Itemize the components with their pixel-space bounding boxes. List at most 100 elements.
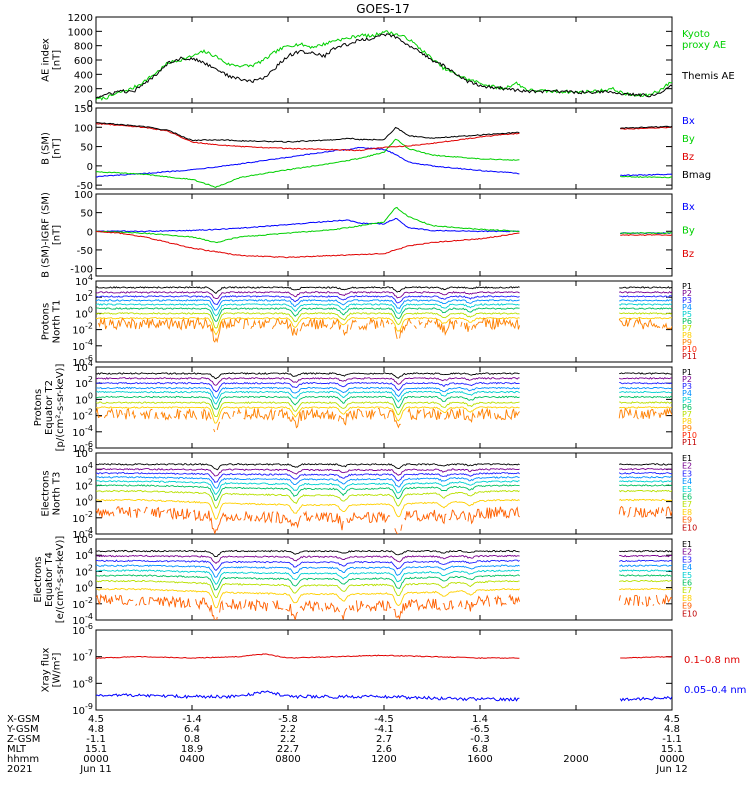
legend-entry: E7 [682,586,692,595]
ephemeris-value: Jun 12 [655,764,688,775]
channel-line-e4 [96,475,672,489]
y-tick-label: 106 [75,531,93,546]
legend-entry: 0.1–0.8 nm [684,655,740,666]
y-tick-label: 10-2 [72,322,93,337]
ephemeris-row-label: Y-GSM [6,724,39,735]
y-tick-label: 102 [75,289,93,304]
legend-entry: E3 [682,469,692,478]
legend-entry: Bmag [682,170,711,181]
legend-entry: P11 [682,352,697,361]
ephemeris-value: 4.8 [88,724,104,735]
y-tick-label: 10-4 [72,526,93,541]
legend-entry: Themis AE [681,71,735,82]
legend-entry: P9 [682,424,692,433]
y-tick-label: 0 [87,227,93,238]
legend-entry: P4 [682,389,692,398]
ephemeris-value: 15.1 [85,744,107,755]
plot-area [96,30,672,101]
y-tick-label: 10-2 [72,408,93,423]
legend-entry: E2 [682,462,692,471]
ephemeris-value: 15.1 [661,744,683,755]
series-line-bz [96,230,672,259]
legend-entry: E10 [682,523,697,532]
channel-line-p6 [96,395,672,410]
y-tick-label: 10-4 [72,338,93,353]
ephemeris-value: -6.5 [470,724,490,735]
legend-entry: E1 [682,540,692,549]
ephemeris-value: 2000 [563,754,588,765]
plot-area [96,549,672,620]
legend-entry: E2 [682,548,692,557]
legend-entry: E1 [682,454,692,463]
channel-line-e6 [96,484,672,502]
legend-entry: P10 [682,431,697,440]
legend-entry: P6 [682,317,692,326]
channel-line-p8 [96,316,672,336]
legend-entry: P10 [682,345,697,354]
panel-ae: 0 200 400 600 800 1000 1200 AE index [nT] Kyotopr… [41,13,735,110]
legend-entry: E5 [682,571,692,580]
ephemeris-value: 1600 [467,754,492,765]
ephemeris-value: -1.4 [182,714,202,725]
x-axis-ephemeris-table: X-GSM 4.5 -1.4 -5.8 -4.5 1.4 4.5 Y-GSM 4.8 6.4 2.2… [6,714,688,775]
y-tick-label: 200 [74,85,93,96]
ephemeris-value: 22.7 [277,744,299,755]
channel-line-p1 [96,372,672,380]
y-tick-label: 10-4 [72,424,93,439]
plot-area [96,122,672,188]
series-line-by [96,138,672,188]
legend-entry: P1 [682,368,692,377]
y-tick-label: 104 [75,547,93,562]
ephemeris-value: 4.5 [88,714,104,725]
ephemeris-value: 2.2 [280,724,296,735]
y-tick-label: -50 [77,246,93,257]
y-axis-label: North T1 [52,300,63,344]
legend-entry: Bx [682,202,695,213]
channel-line-p8 [96,406,672,424]
y-tick-label: 600 [74,56,93,67]
series-line-bx [96,217,672,235]
ephemeris-value: -5.8 [278,714,298,725]
legend-entry: Bz [682,152,694,163]
legend-entry: E3 [682,555,692,564]
legend-entry: E8 [682,508,692,517]
channel-line-p1 [96,286,672,295]
legend-entry: P7 [682,410,692,419]
channel-line-e6 [96,574,672,591]
y-axis-label: [W/m²] [52,652,63,687]
y-tick-label: 106 [75,445,93,460]
series-line-kyoto-proxy-ae [96,30,672,101]
legend-entry: P11 [682,438,697,447]
y-tick-label: 104 [75,359,93,374]
ephemeris-row-label: hhmm [7,754,39,765]
y-tick-label: 0 [87,162,93,173]
y-axis-label: Protons [33,389,44,426]
y-tick-label: 10-4 [72,612,93,627]
legend-entry: P2 [682,289,692,298]
panel-xray: 10-6 10-7 10-8 10-9 Xray flux [W/m²] 0.1–0.8 n… [41,622,747,717]
ephemeris-value: -4.1 [374,724,394,735]
legend-entry: P3 [682,382,692,391]
series-line-by [96,206,672,244]
y-tick-label: 800 [74,42,93,53]
channel-line-e4 [96,564,672,578]
ephemeris-value: 0.8 [184,734,200,745]
ephemeris-value: 0400 [179,754,204,765]
y-axis-label: Electrons [41,470,52,516]
channel-line-e9 [96,593,672,620]
y-tick-label: 10-2 [72,510,93,525]
ephemeris-row-label: 2021 [7,764,32,775]
y-tick-label: 1000 [68,27,93,38]
y-axis-label: B (SM) [41,132,52,165]
y-tick-label: 10-6 [72,440,93,455]
legend-entry: E7 [682,500,692,509]
y-axis-label: Equator T4 [44,552,55,607]
y-axis-label: Xray flux [41,648,52,693]
legend-entry: P8 [682,417,692,426]
channel-line-e7 [96,489,672,509]
y-tick-label: 10-8 [72,675,93,690]
panel-frame [95,16,673,104]
legend-entry: P9 [682,338,692,347]
y-tick-label: 10-6 [72,622,93,637]
